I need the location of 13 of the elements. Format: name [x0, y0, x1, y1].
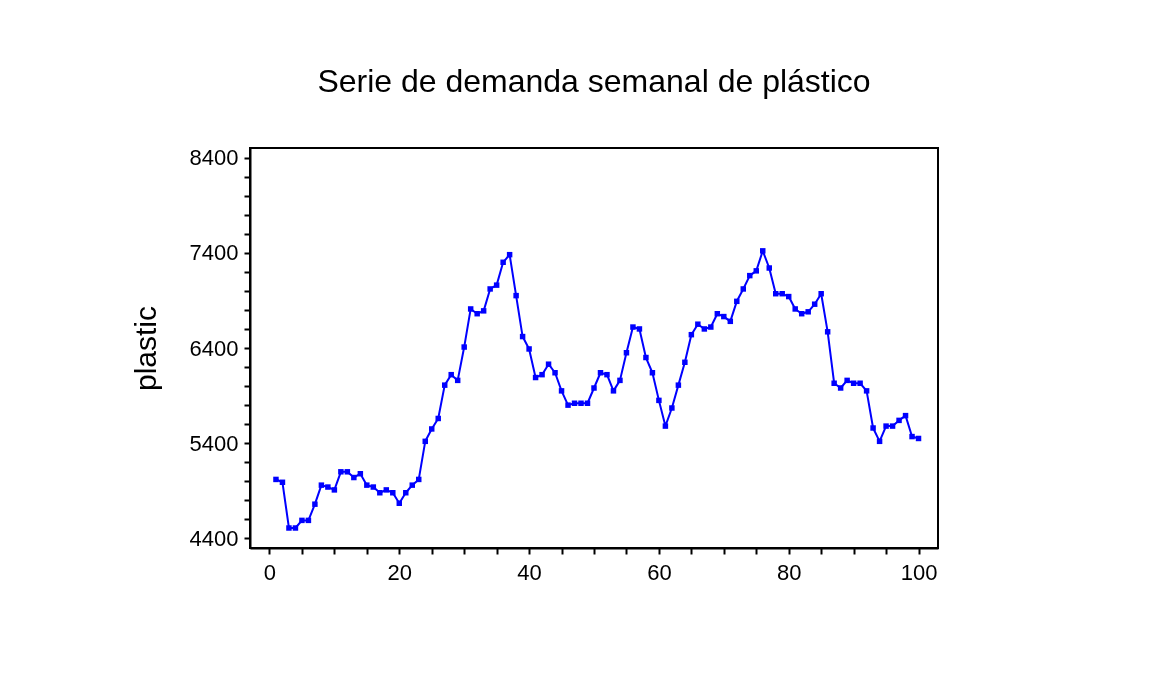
chart-title: Serie de demanda semanal de plástico [317, 62, 871, 99]
x-tick-label: 100 [900, 559, 938, 585]
x-tick-label: 60 [647, 559, 672, 585]
y-tick-label: 5400 [189, 430, 239, 456]
y-tick-label: 4400 [189, 525, 239, 551]
x-tick-label: 0 [263, 559, 277, 585]
x-tick-label: 80 [776, 559, 802, 585]
y-tick-label: 8400 [189, 145, 239, 171]
y-tick-label: 7400 [189, 240, 239, 266]
y-axis-title: plastic [128, 305, 162, 392]
y-tick-label: 6400 [189, 335, 239, 361]
x-tick-label: 40 [517, 559, 542, 585]
x-tick-label: 20 [387, 559, 413, 585]
